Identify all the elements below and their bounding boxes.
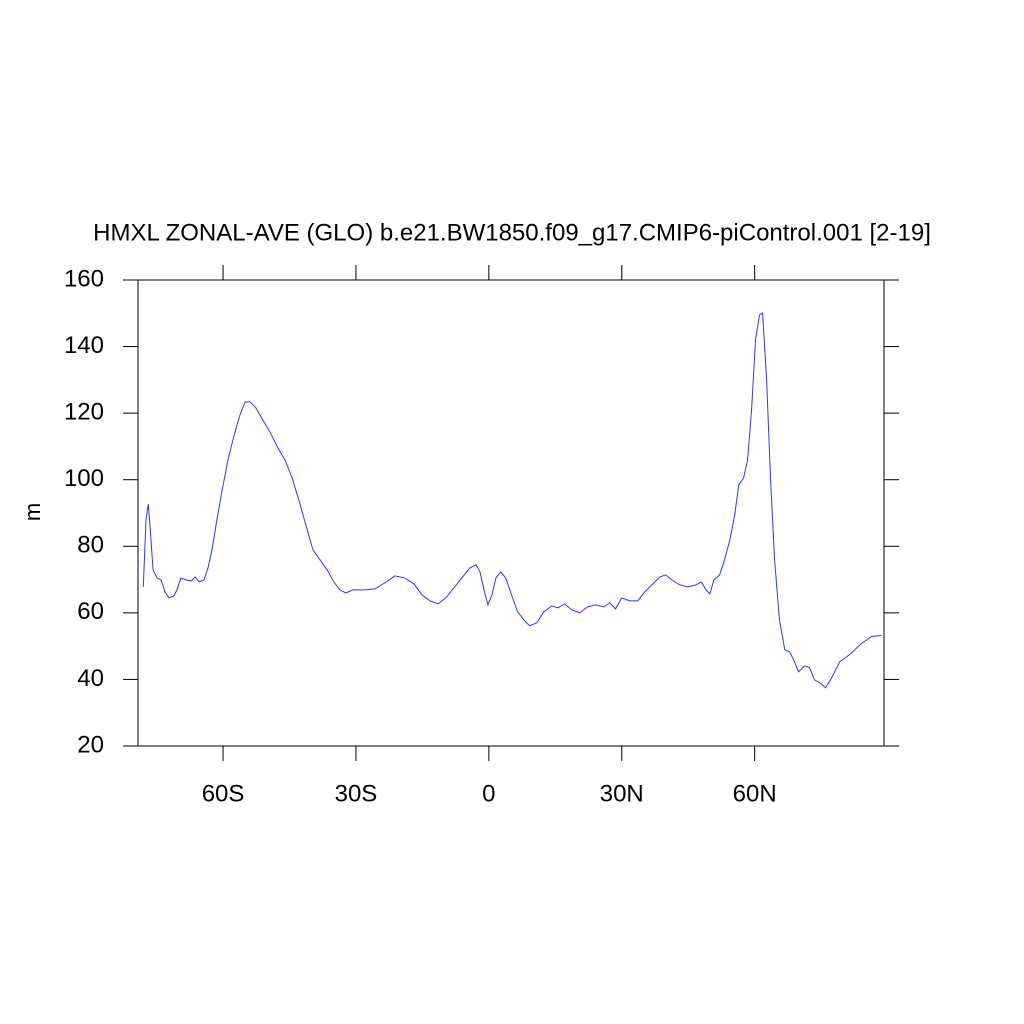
- y-tick-label: 120: [64, 398, 104, 425]
- y-axis-label: m: [20, 503, 45, 521]
- y-tick-label: 160: [64, 265, 104, 292]
- x-tick-label: 60S: [202, 780, 245, 807]
- y-tick-label: 40: [77, 665, 104, 692]
- y-tick-label: 100: [64, 465, 104, 492]
- data-line: [142, 312, 882, 689]
- plot-frame: [137, 279, 885, 747]
- x-tick-label: 0: [482, 780, 495, 807]
- chart-title: HMXL ZONAL-AVE (GLO) b.e21.BW1850.f09_g1…: [93, 219, 931, 246]
- y-tick-label: 60: [77, 598, 104, 625]
- x-tick-label: 60N: [733, 780, 777, 807]
- y-tick-label: 140: [64, 332, 104, 359]
- x-tick-label: 30N: [600, 780, 644, 807]
- x-tick-label: 30S: [335, 780, 378, 807]
- y-tick-label: 80: [77, 532, 104, 559]
- y-tick-label: 20: [77, 731, 104, 758]
